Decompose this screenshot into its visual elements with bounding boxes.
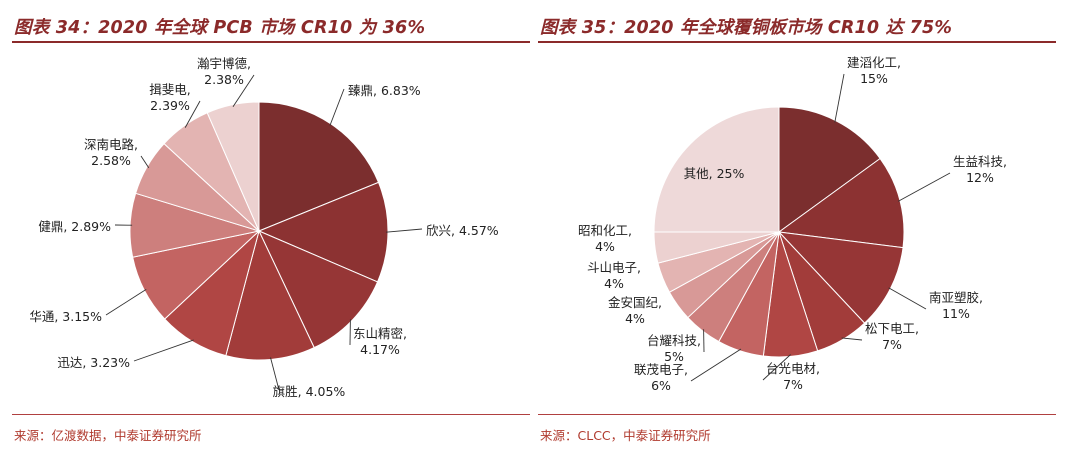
data-label-揖斐电: 揖斐电, 2.39% [149,82,190,113]
source-note: 来源：亿渡数据，中泰证券研究所 [14,428,202,443]
pie-chart-ccl: 建滔化工, 15% 生益科技, 12% 南亚塑胶, 11% 松下电工, 7% 台光电材, 7% 联茂… [578,55,1007,393]
data-label-生益科技: 生益科技, 12% [953,154,1007,185]
pie-slice-其他 [653,106,780,233]
data-label-松下电工: 松下电工, 7% [865,321,919,352]
leader-line-松下电工 [841,337,863,341]
data-label-联茂电子: 联茂电子, 6% [634,362,688,393]
data-label-金安国纪: 金安国纪, 4% [608,295,662,326]
leader-line-华通 [105,289,147,316]
leader-lines [105,74,423,391]
pie-slice-生益科技 [777,157,905,249]
data-label-建滔化工: 建滔化工, 15% [847,55,901,86]
chart-panel-ccl: 图表 35：2020 年全球覆铜板市场 CR10 达 75% 建滔化工, 15% 生… [538,0,1056,454]
pie-slice-瀚宇博德 [206,101,260,232]
leader-line-瀚宇博德 [232,74,255,107]
footer-divider [538,414,1056,415]
data-label-东山精密: 东山精密, 4.17% [353,326,407,357]
leader-lines [690,73,951,382]
data-label-昭和化工: 昭和化工, 4% [578,223,632,254]
data-label-旗胜: 旗胜, 4.05% [273,384,346,399]
pie-slice-东山精密 [257,230,379,349]
leader-line-旗胜 [270,357,280,391]
leader-line-生益科技 [897,172,951,202]
data-label-斗山电子: 斗山电子, 4% [587,260,641,291]
pie-slice-建滔化工 [778,106,881,233]
data-label-深南电路: 深南电路, 2.58% [84,137,138,168]
pie-slices [653,106,905,358]
pie-chart-pcb: 臻鼎, 6.83% 欣兴, 4.57% 东山精密, 4.17% 旗胜, 4.05% 迅达,… [29,56,498,399]
data-label-台光电材: 台光电材, 7% [766,361,820,392]
leader-line-建滔化工 [834,73,845,123]
leader-line-台光电材 [762,354,791,381]
leader-line-欣兴 [385,228,423,233]
title-divider [538,41,1056,43]
data-label-台耀科技: 台耀科技, 5% [647,333,701,364]
data-label-健鼎: 健鼎, 2.89% [38,219,111,234]
leader-line-深南电路 [140,155,150,169]
chart-panel-pcb: 图表 34：2020 年全球 PCB 市场 CR10 为 36% 臻鼎, 6.8… [12,0,530,454]
leader-line-臻鼎 [329,88,345,126]
chart-title: 图表 35：2020 年全球覆铜板市场 CR10 达 75% [540,18,953,38]
footer-divider [12,414,530,415]
leader-line-揖斐电 [184,100,201,128]
data-label-其他: 其他, 25% [684,166,745,181]
leader-line-联茂电子 [690,348,742,382]
pie-slices [129,101,389,361]
data-label-南亚塑胶: 南亚塑胶, 11% [929,290,983,321]
data-label-欣兴: 欣兴, 4.57% [426,223,499,238]
data-label-瀚宇博德: 瀚宇博德, 2.38% [197,56,251,87]
chart-title: 图表 34：2020 年全球 PCB 市场 CR10 为 36% [14,18,426,38]
source-note: 来源：CLCC，中泰证券研究所 [540,428,711,443]
data-label-臻鼎: 臻鼎, 6.83% [348,83,421,98]
data-labels: 建滔化工, 15% 生益科技, 12% 南亚塑胶, 11% 松下电工, 7% 台光电材, 7% 联茂… [578,55,1007,393]
data-labels: 臻鼎, 6.83% 欣兴, 4.57% 东山精密, 4.17% 旗胜, 4.05% 迅达,… [29,56,498,399]
leader-line-迅达 [133,339,194,362]
leader-line-南亚塑胶 [888,287,927,310]
data-label-迅达: 迅达, 3.23% [57,355,130,370]
title-divider [12,41,530,43]
data-label-华通: 华通, 3.15% [29,309,102,324]
